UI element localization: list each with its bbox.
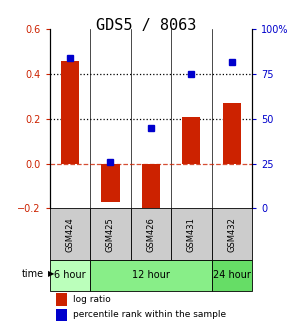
- Text: ▶: ▶: [48, 269, 55, 278]
- Bar: [56, 309, 67, 321]
- Text: GSM432: GSM432: [227, 217, 236, 252]
- Bar: [50, 260, 90, 291]
- Bar: [56, 293, 67, 306]
- Text: GDS5 / 8063: GDS5 / 8063: [96, 18, 197, 33]
- Text: percentile rank within the sample: percentile rank within the sample: [73, 310, 226, 319]
- Bar: [50, 208, 90, 260]
- Bar: [212, 260, 252, 291]
- Bar: [61, 61, 79, 164]
- Text: time: time: [22, 269, 44, 279]
- Bar: [90, 208, 131, 260]
- Text: log ratio: log ratio: [73, 295, 111, 304]
- Text: GSM425: GSM425: [106, 217, 115, 252]
- Text: GSM426: GSM426: [146, 217, 155, 252]
- Bar: [212, 208, 252, 260]
- Text: GSM431: GSM431: [187, 217, 196, 252]
- Bar: [101, 164, 120, 202]
- Bar: [182, 117, 200, 164]
- Text: GSM424: GSM424: [66, 217, 74, 252]
- Bar: [223, 103, 241, 164]
- Bar: [90, 260, 212, 291]
- Text: 24 hour: 24 hour: [213, 270, 251, 281]
- Bar: [171, 208, 212, 260]
- Text: 6 hour: 6 hour: [54, 270, 86, 281]
- Bar: [142, 164, 160, 213]
- Text: 12 hour: 12 hour: [132, 270, 170, 281]
- Bar: [131, 208, 171, 260]
